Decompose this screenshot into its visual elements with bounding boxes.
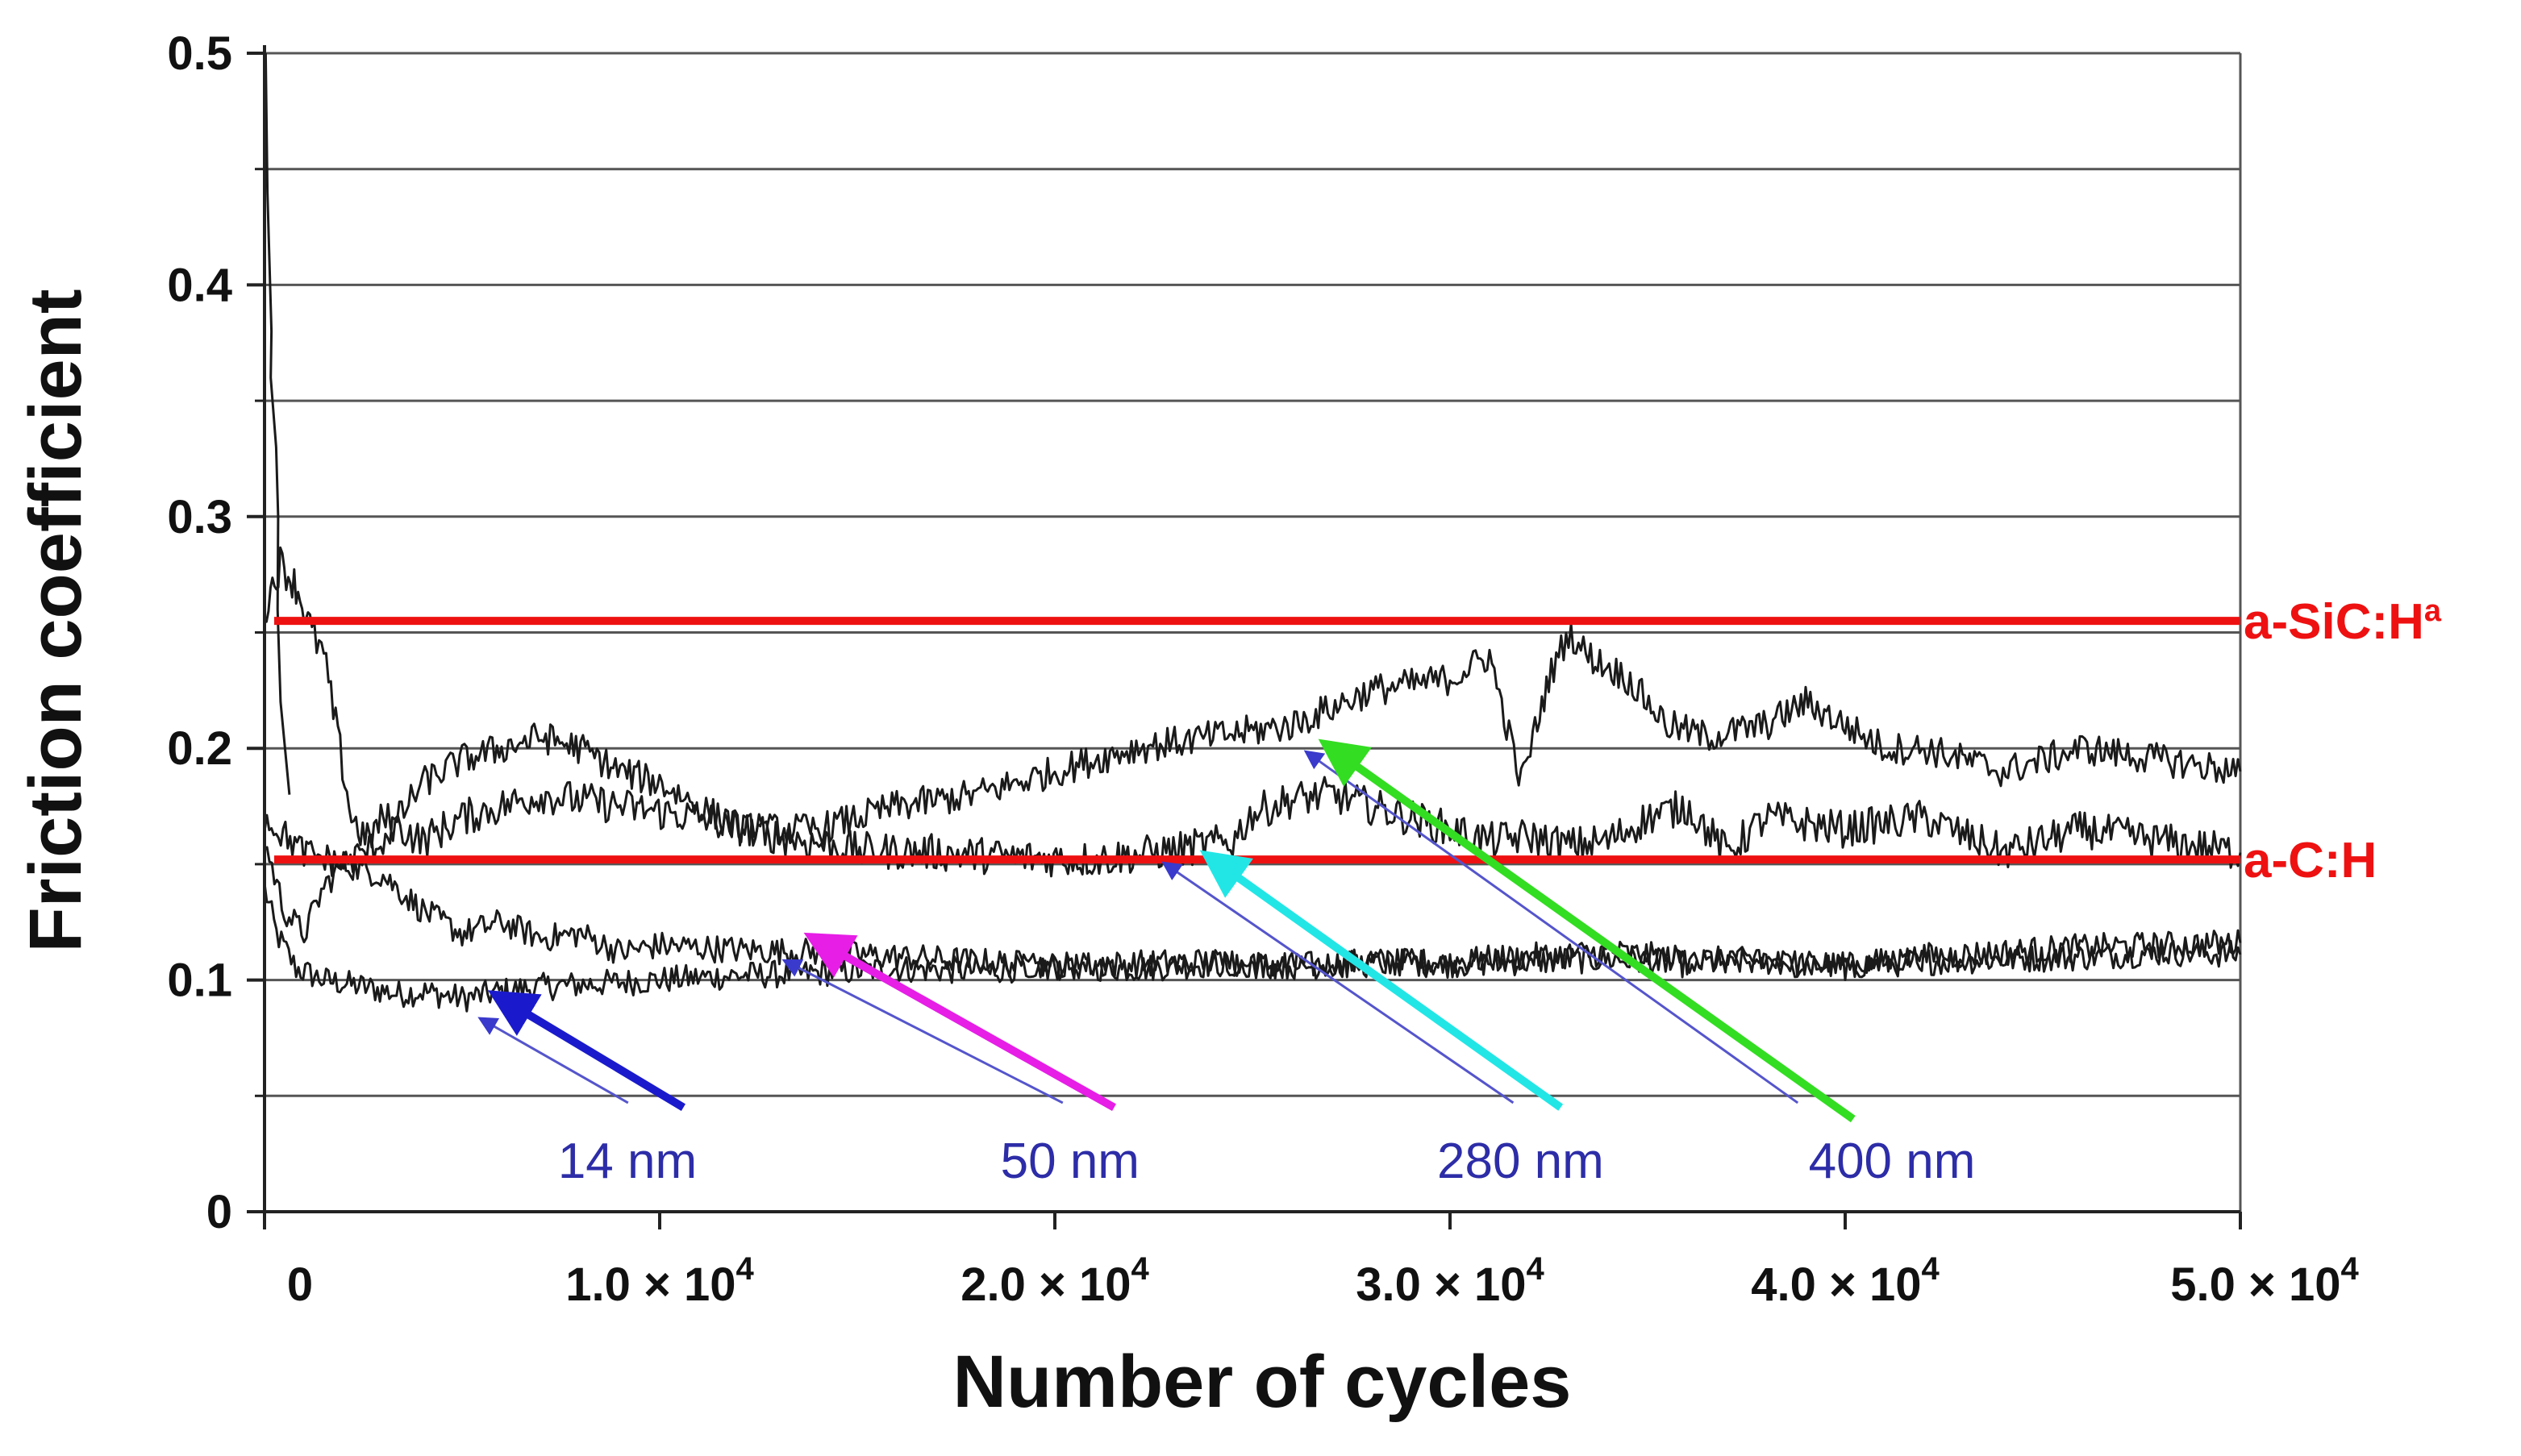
y-tick-label: 0.4 — [167, 259, 232, 311]
annotation-thin-arrow — [781, 959, 1064, 1104]
annotation-arrow-14-nm — [487, 990, 685, 1111]
annotation-label-280-nm: 280 nm — [1437, 1134, 1604, 1189]
reference-label-superscript: a — [2424, 594, 2442, 628]
annotation-thin-arrow — [1303, 750, 1799, 1104]
y-tick-label: 0.1 — [167, 955, 232, 1007]
y-tick-label: 0.3 — [167, 491, 232, 543]
y-tick-label: 0.5 — [167, 27, 232, 80]
annotation-label-14-nm: 14 nm — [558, 1134, 697, 1189]
x-tick-label: 5.0 × 104 — [2170, 1251, 2359, 1311]
annotation-thin-arrow — [1161, 861, 1515, 1104]
y-tick-label: 0.2 — [167, 722, 232, 775]
x-tick-label: 3.0 × 104 — [1356, 1251, 1544, 1311]
y-axis-title: Friction coefficient — [15, 289, 97, 953]
annotation-arrow-50-nm — [803, 932, 1116, 1112]
x-tick-label: 0 — [287, 1258, 313, 1311]
annotation-arrow-400-nm — [1318, 738, 1856, 1123]
reference-label-a-C-H: a-C:H — [2244, 833, 2377, 888]
x-tick-exponent: 4 — [2341, 1251, 2360, 1287]
x-tick-exponent: 4 — [736, 1251, 755, 1287]
annotation-label-50-nm: 50 nm — [1001, 1134, 1140, 1189]
series-line-50-nm — [264, 846, 2242, 981]
x-tick-label: 4.0 × 104 — [1751, 1251, 1940, 1311]
series-line-280-nm — [263, 546, 2242, 878]
x-tick-label: 2.0 × 104 — [960, 1251, 1149, 1311]
x-tick-exponent: 4 — [1922, 1251, 1940, 1287]
reference-label-a-SiC-H: a-SiC:Ha — [2244, 594, 2442, 650]
x-tick-exponent: 4 — [1527, 1251, 1545, 1287]
series-line-400-nm — [263, 622, 2242, 877]
y-tick-label: 0 — [206, 1186, 232, 1238]
series-line-14-nm — [263, 883, 2242, 1013]
annotation-arrow-280-nm — [1199, 850, 1564, 1111]
x-tick-label: 1.0 × 104 — [565, 1251, 754, 1311]
x-axis-title: Number of cycles — [953, 1341, 1572, 1423]
initial-spike-trace — [264, 52, 291, 795]
x-tick-exponent: 4 — [1131, 1251, 1150, 1287]
annotation-label-400-nm: 400 nm — [1809, 1134, 1976, 1189]
